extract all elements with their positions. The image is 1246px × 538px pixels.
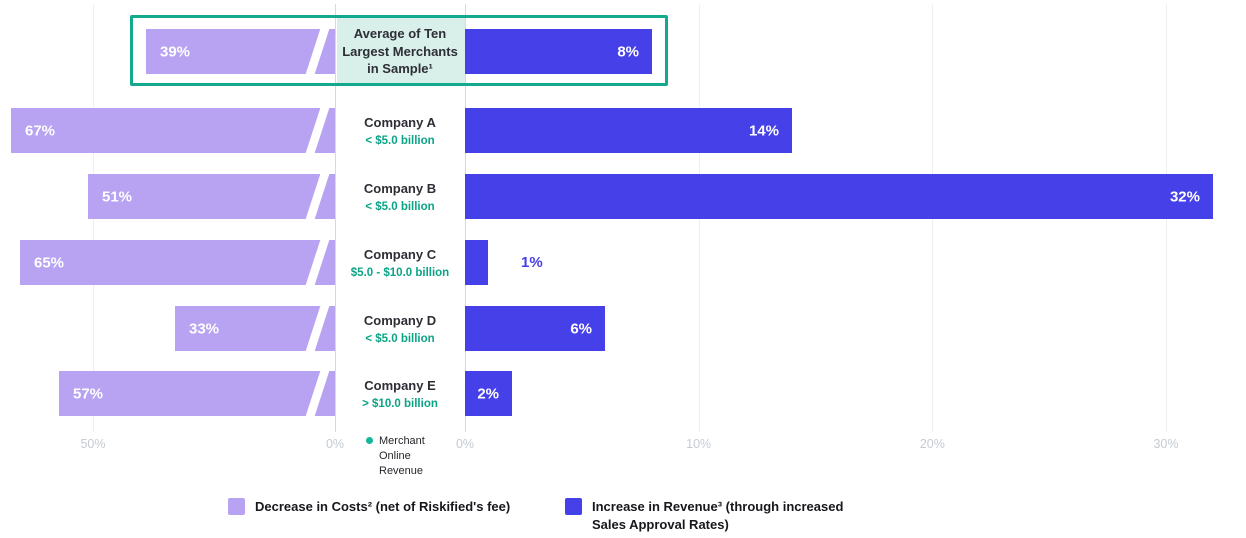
merchant-size-label: < $5.0 billion: [365, 200, 435, 213]
increase-revenue-bar: 14%: [465, 108, 792, 153]
bar-break-slash-icon: [304, 108, 331, 153]
highlight-band: [337, 15, 465, 86]
decrease-costs-bar: 65%: [20, 240, 335, 285]
legend-label-increase-revenue: Increase in Revenue³ (through increased …: [592, 499, 844, 532]
row-label-group: Average of Ten Largest Merchants in Samp…: [336, 26, 464, 76]
decrease-costs-bar: 39%: [146, 29, 335, 74]
increase-revenue-value: 32%: [1169, 188, 1200, 205]
row-label-group: Company C $5.0 - $10.0 billion: [336, 240, 464, 285]
row-label-group: Company D < $5.0 billion: [336, 306, 464, 351]
decrease-costs-bar: 57%: [59, 371, 335, 416]
increase-revenue-swatch-icon: [565, 498, 582, 515]
x-axis-tick-label: 10%: [686, 437, 712, 451]
x-axis-tick-label: 20%: [919, 437, 945, 451]
decrease-costs-bar: 33%: [175, 306, 335, 351]
row-label-group: Company A < $5.0 billion: [336, 108, 464, 153]
row-label-group: Company E > $10.0 billion: [336, 371, 464, 416]
company-label: Company C: [363, 247, 437, 263]
decrease-costs-value: 65%: [34, 254, 65, 271]
x-axis-tick-label: 30%: [1153, 437, 1179, 451]
merchant-size-label: $5.0 - $10.0 billion: [350, 266, 450, 279]
legend-item-decrease-costs: Decrease in Costs² (net of Riskified's f…: [228, 498, 510, 516]
increase-revenue-bar: [465, 240, 488, 285]
bar-break-slash-icon: [304, 306, 331, 351]
decrease-costs-value: 57%: [73, 385, 104, 402]
bar-break-slash-icon: [304, 29, 331, 74]
company-label: Average of Ten Largest Merchants in Samp…: [342, 26, 458, 77]
increase-revenue-bar: 8%: [465, 29, 652, 74]
x-axis-tick-label: 0%: [325, 437, 345, 451]
increase-revenue-value: 6%: [570, 320, 592, 337]
gridline: [335, 4, 336, 432]
increase-revenue-value: 8%: [617, 43, 639, 60]
company-label: Company E: [364, 378, 436, 394]
legend-item-increase-revenue: Increase in Revenue³ (through increased …: [565, 498, 864, 533]
decrease-costs-value: 39%: [160, 43, 191, 60]
x-axis-tick-label: 0%: [455, 437, 475, 451]
bar-break-slash-icon: [304, 240, 331, 285]
decrease-costs-value: 33%: [189, 320, 220, 337]
increase-revenue-bar: 6%: [465, 306, 605, 351]
increase-revenue-value: 2%: [477, 385, 499, 402]
row-label-group: Company B < $5.0 billion: [336, 174, 464, 219]
decrease-costs-value: 51%: [102, 188, 133, 205]
center-axis-note-label: Merchant Online Revenue: [379, 435, 425, 477]
merchant-size-label: > $10.0 billion: [362, 397, 438, 410]
increase-revenue-bar: 2%: [465, 371, 512, 416]
increase-revenue-value: 14%: [748, 122, 779, 139]
decrease-costs-swatch-icon: [228, 498, 245, 515]
decrease-costs-bar: 67%: [11, 108, 335, 153]
legend-label-decrease-costs: Decrease in Costs² (net of Riskified's f…: [255, 499, 511, 514]
merchant-size-label: < $5.0 billion: [365, 332, 435, 345]
bar-break-slash-icon: [304, 371, 331, 416]
company-label: Company B: [363, 181, 437, 197]
merchant-size-label: < $5.0 billion: [365, 134, 435, 147]
bullet-dot-icon: [366, 437, 373, 444]
decrease-costs-bar: 51%: [88, 174, 335, 219]
decrease-costs-value: 67%: [25, 122, 56, 139]
company-label: Company D: [363, 313, 437, 329]
center-axis-note: Merchant Online Revenue: [366, 434, 437, 479]
increase-revenue-bar: 32%: [465, 174, 1213, 219]
increase-revenue-value: 1%: [521, 254, 543, 271]
bar-break-slash-icon: [304, 174, 331, 219]
company-label: Company A: [364, 115, 436, 131]
x-axis-tick-label: 50%: [80, 437, 106, 451]
